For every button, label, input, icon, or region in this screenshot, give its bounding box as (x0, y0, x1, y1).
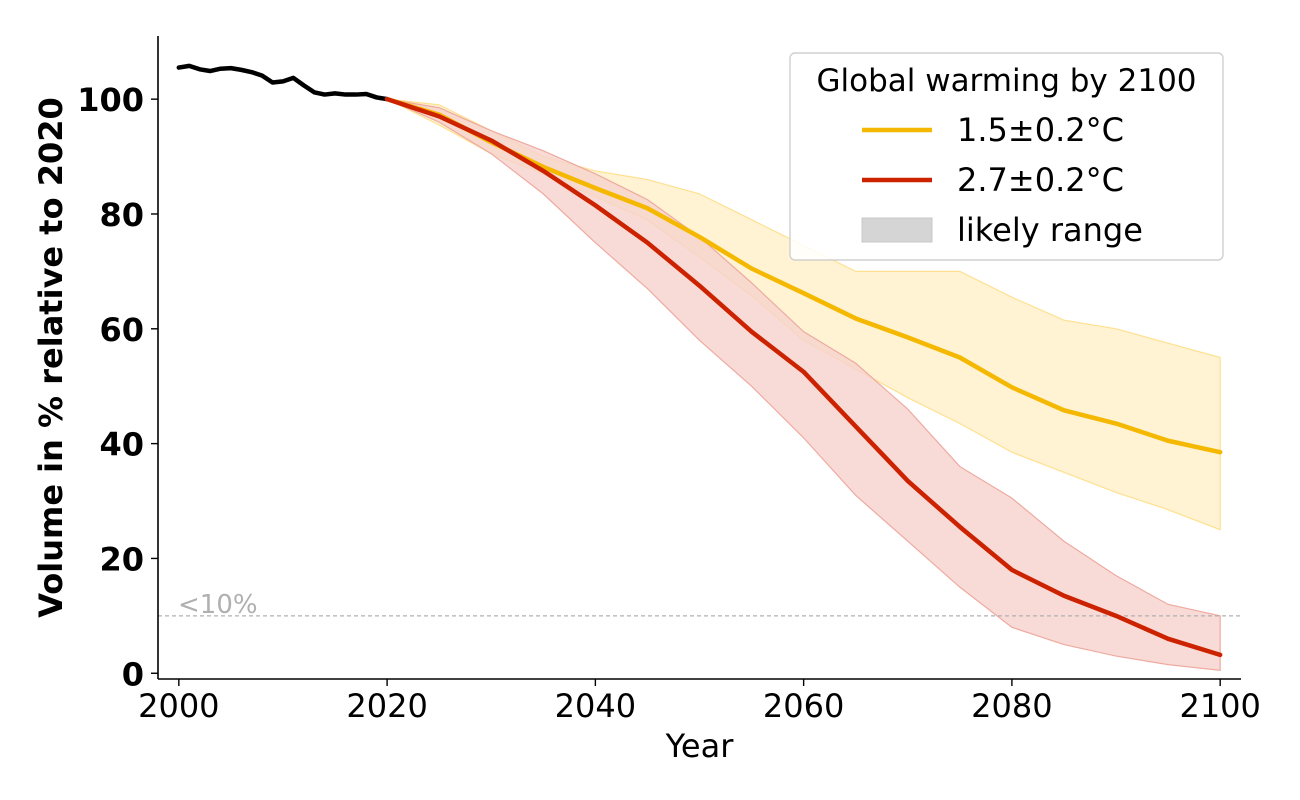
x-tick-label: 2040 (555, 687, 636, 725)
legend-swatch-3 (861, 217, 933, 243)
reference-line-label: <10% (178, 590, 258, 620)
legend-label-2: 2.7±0.2°C (957, 161, 1124, 199)
series-line-2 (384, 96, 1223, 658)
y-tick-label: 40 (99, 426, 144, 464)
likely-range-band-2 (386, 98, 1221, 672)
legend-box (789, 52, 1224, 261)
y-tick-label: 100 (77, 81, 144, 119)
legend-label-3: likely range (957, 211, 1143, 249)
y-tick-label: 0 (122, 655, 144, 693)
historical-line (176, 63, 390, 102)
x-tick-label: 2080 (971, 687, 1052, 725)
y-tick-label: 60 (99, 311, 144, 349)
legend-title: Global warming by 2100 (816, 63, 1196, 99)
series-lines (176, 63, 1223, 658)
likely-range-bands (386, 98, 1221, 672)
reference-line-group: <10% (158, 590, 1241, 620)
x-tick-label: 2020 (346, 687, 427, 725)
legend: Global warming by 2100 1.5±0.2°C 2.7±0.2°C… (789, 52, 1224, 261)
axes: 2000 2020 2040 2060 2080 2100020406080100Year… (32, 36, 1261, 765)
x-tick-label: 2060 (763, 687, 844, 725)
y-tick-label: 20 (99, 540, 144, 578)
y-axis-label: Volume in % relative to 2020 (32, 97, 70, 618)
x-tick-label: 2000 (138, 687, 219, 725)
x-axis-label: Year (665, 727, 735, 765)
y-tick-label: 80 (99, 196, 144, 234)
legend-label-1: 1.5±0.2°C (957, 111, 1124, 149)
x-tick-label: 2100 (1179, 687, 1260, 725)
